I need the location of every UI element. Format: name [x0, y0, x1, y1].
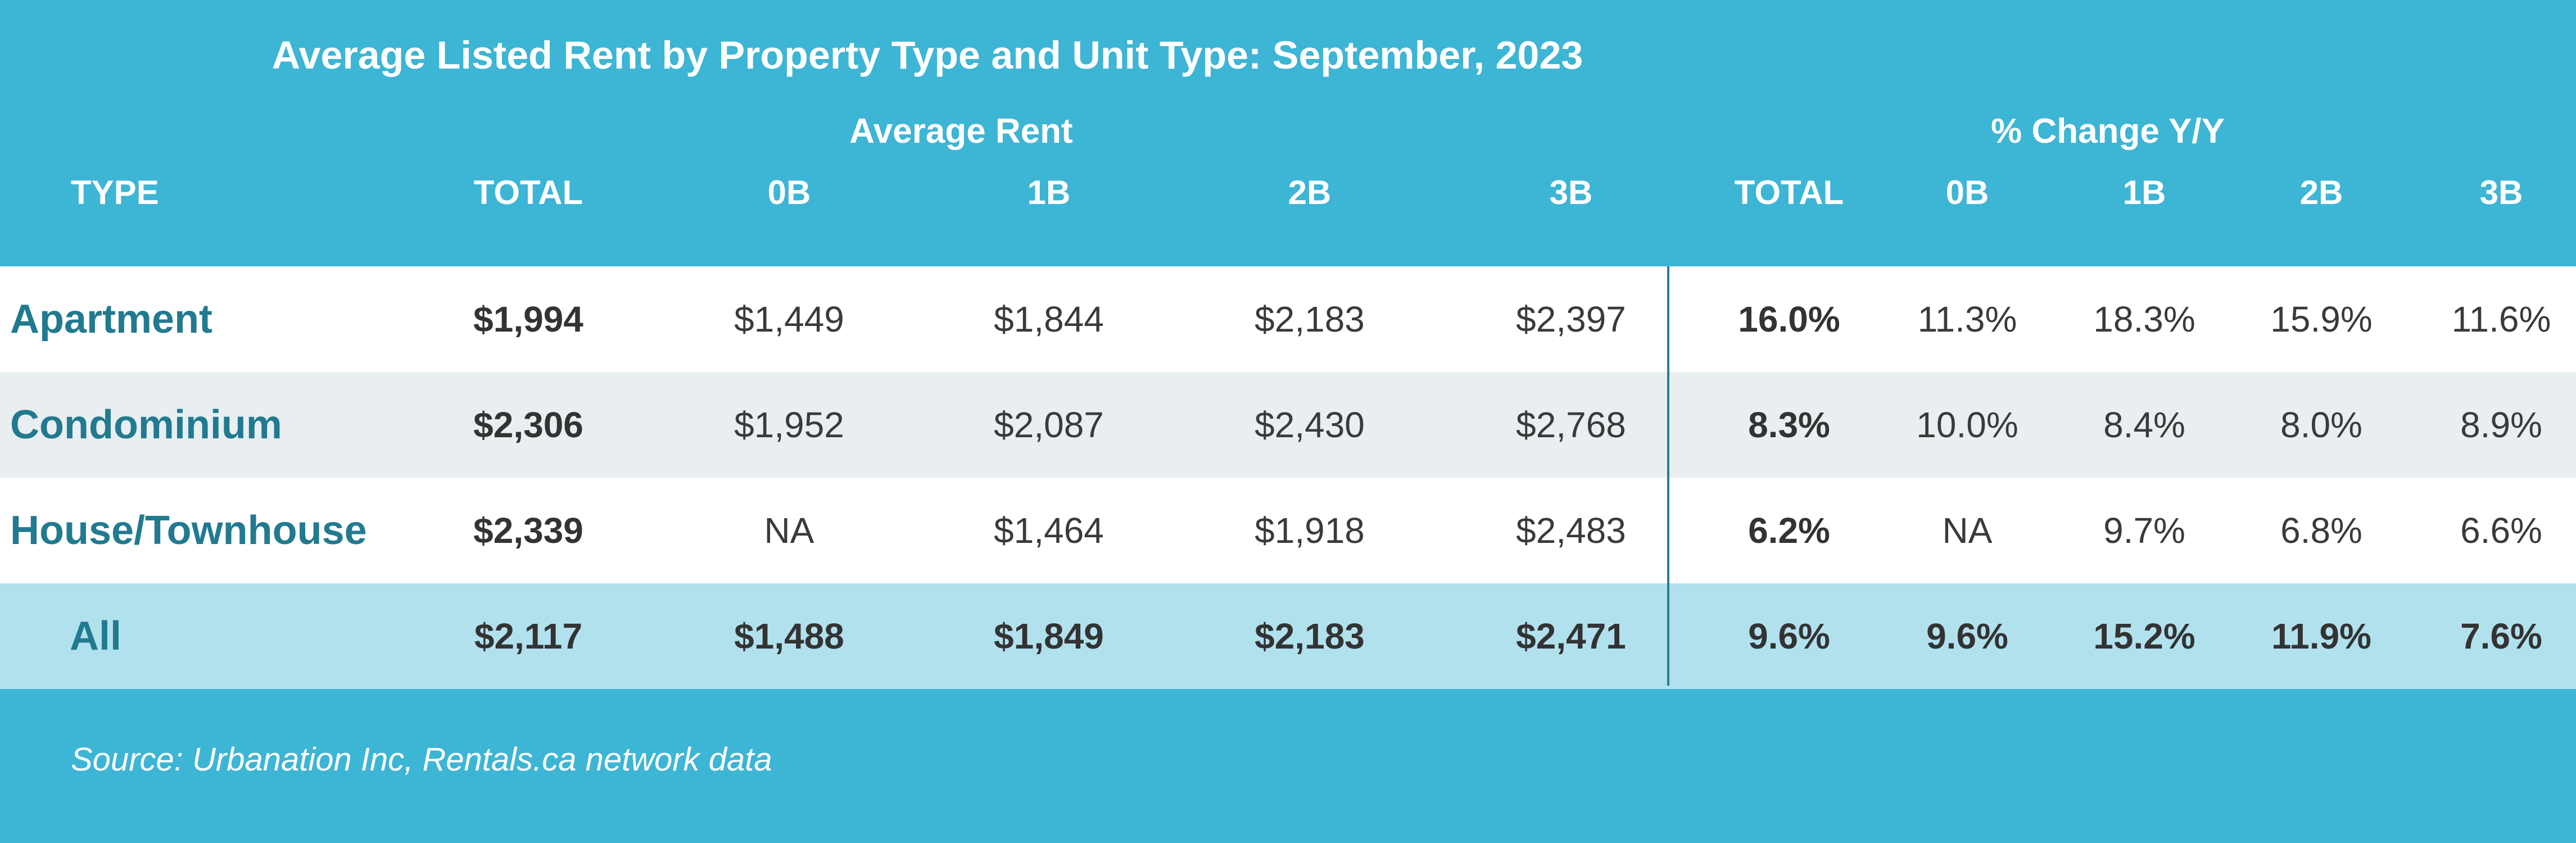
table-cell: $1,488: [734, 616, 844, 656]
group-header-average-rent: Average Rent: [849, 112, 1073, 151]
column-header-rent-0b: 0B: [767, 174, 811, 211]
group-header-pct-change: % Change Y/Y: [1991, 112, 2225, 151]
table-cell: 9.6%: [1748, 616, 1830, 656]
row-label: House/Townhouse: [10, 508, 367, 553]
table-cell: 11.6%: [2451, 299, 2551, 339]
row-label: Apartment: [10, 297, 213, 342]
table-cell: $1,449: [734, 299, 844, 339]
table-cell: $1,918: [1255, 510, 1365, 551]
column-header-rent-total: TOTAL: [473, 174, 583, 211]
table-cell: 11.3%: [1917, 299, 2017, 339]
table-cell: NA: [764, 510, 814, 551]
table-cell: 18.3%: [2093, 299, 2195, 339]
row-label: All: [70, 614, 122, 659]
table-cell: 9.6%: [1926, 616, 2008, 656]
table-cell: $1,994: [473, 299, 583, 339]
table-cell: $2,339: [473, 510, 583, 551]
source-note: Source: Urbanation Inc, Rentals.ca netwo…: [71, 741, 772, 778]
table-cell: 8.4%: [2103, 405, 2185, 445]
table-cell: 9.7%: [2103, 510, 2185, 551]
column-header-change-1b: 1B: [2122, 174, 2166, 211]
table-cell: 15.9%: [2270, 299, 2373, 339]
column-header-rent-2b: 2B: [1288, 174, 1332, 211]
table-cell: 6.2%: [1748, 510, 1830, 551]
table-cell: 10.0%: [1916, 405, 2018, 445]
table-cell: 6.6%: [2460, 510, 2542, 551]
table-cell: $1,464: [994, 510, 1104, 551]
table-cell: NA: [1942, 510, 1993, 551]
column-divider: [1667, 266, 1669, 686]
table-row: House/Townhouse $2,339 NA $1,464 $1,918 $2,48…: [0, 478, 2576, 583]
row-label: Condominium: [10, 402, 282, 447]
table-cell: $2,397: [1516, 299, 1626, 339]
chart-title: Average Listed Rent by Property Type and…: [271, 33, 1583, 77]
table-cell: $2,768: [1516, 405, 1626, 445]
table-cell: $2,471: [1516, 616, 1626, 656]
table-cell: $2,483: [1516, 510, 1626, 551]
table-cell: 7.6%: [2460, 616, 2542, 656]
table-cell: $2,183: [1255, 616, 1365, 656]
column-header-rent-3b: 3B: [1549, 174, 1593, 211]
table-cell: 8.0%: [2280, 405, 2362, 445]
column-header-type: TYPE: [71, 174, 159, 211]
table-cell: $1,844: [994, 299, 1104, 339]
table-cell: $2,117: [474, 616, 583, 656]
table-cell: $1,952: [734, 405, 844, 445]
table-cell: 15.2%: [2093, 616, 2195, 656]
table-cell: $1,849: [994, 616, 1104, 656]
column-header-rent-1b: 1B: [1027, 174, 1071, 211]
table-cell: $2,183: [1255, 299, 1365, 339]
table-row: Condominium $2,306 $1,952 $2,087 $2,430 $2,76…: [0, 372, 2576, 478]
table-cell: 8.9%: [2460, 405, 2542, 445]
table-cell: 8.3%: [1748, 405, 1830, 445]
table-row: Apartment $1,994 $1,449 $1,844 $2,183 $2,397 1…: [0, 266, 2576, 372]
table-row: All $2,117 $1,488 $1,849 $2,183 $2,471 9.6% 9.6…: [0, 583, 2576, 689]
column-header-change-3b: 3B: [2479, 174, 2523, 211]
table-cell: 16.0%: [1738, 299, 1840, 339]
column-header-change-0b: 0B: [1945, 174, 1989, 211]
table-cell: 11.9%: [2271, 616, 2371, 656]
column-header-change-2b: 2B: [2299, 174, 2343, 211]
column-header-change-total: TOTAL: [1734, 174, 1844, 211]
table-cell: $2,306: [473, 405, 583, 445]
table-cell: 6.8%: [2280, 510, 2362, 551]
table-cell: $2,430: [1255, 405, 1365, 445]
table-cell: $2,087: [994, 405, 1104, 445]
